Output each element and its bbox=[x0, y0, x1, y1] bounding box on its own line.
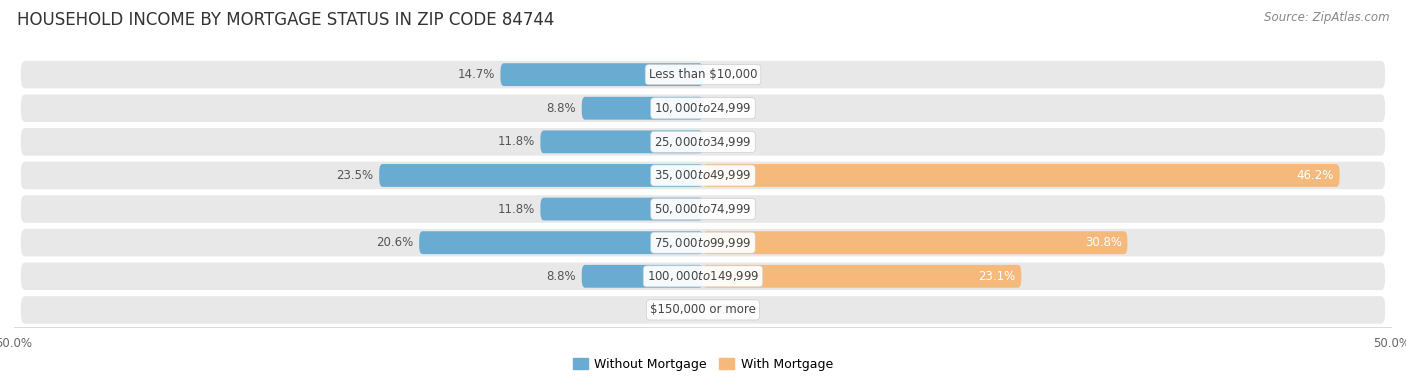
Text: Less than $10,000: Less than $10,000 bbox=[648, 68, 758, 81]
Text: 8.8%: 8.8% bbox=[547, 270, 576, 283]
Text: 23.5%: 23.5% bbox=[336, 169, 374, 182]
Text: $75,000 to $99,999: $75,000 to $99,999 bbox=[654, 236, 752, 250]
Text: $150,000 or more: $150,000 or more bbox=[650, 303, 756, 316]
FancyBboxPatch shape bbox=[21, 262, 1385, 290]
Text: 8.8%: 8.8% bbox=[547, 102, 576, 115]
FancyBboxPatch shape bbox=[540, 198, 703, 221]
Text: $35,000 to $49,999: $35,000 to $49,999 bbox=[654, 169, 752, 182]
Text: 11.8%: 11.8% bbox=[498, 202, 534, 216]
Legend: Without Mortgage, With Mortgage: Without Mortgage, With Mortgage bbox=[568, 353, 838, 376]
Text: HOUSEHOLD INCOME BY MORTGAGE STATUS IN ZIP CODE 84744: HOUSEHOLD INCOME BY MORTGAGE STATUS IN Z… bbox=[17, 11, 554, 29]
Text: 46.2%: 46.2% bbox=[1296, 169, 1334, 182]
FancyBboxPatch shape bbox=[703, 164, 1340, 187]
FancyBboxPatch shape bbox=[501, 63, 703, 86]
FancyBboxPatch shape bbox=[21, 296, 1385, 324]
FancyBboxPatch shape bbox=[21, 229, 1385, 256]
Text: 14.7%: 14.7% bbox=[457, 68, 495, 81]
FancyBboxPatch shape bbox=[582, 97, 703, 120]
Text: Source: ZipAtlas.com: Source: ZipAtlas.com bbox=[1264, 11, 1389, 24]
Text: 0.0%: 0.0% bbox=[709, 303, 738, 316]
Text: $10,000 to $24,999: $10,000 to $24,999 bbox=[654, 101, 752, 115]
FancyBboxPatch shape bbox=[21, 61, 1385, 89]
Text: $50,000 to $74,999: $50,000 to $74,999 bbox=[654, 202, 752, 216]
Text: $100,000 to $149,999: $100,000 to $149,999 bbox=[647, 269, 759, 283]
FancyBboxPatch shape bbox=[540, 130, 703, 153]
Text: 20.6%: 20.6% bbox=[377, 236, 413, 249]
FancyBboxPatch shape bbox=[21, 95, 1385, 122]
Text: 11.8%: 11.8% bbox=[498, 135, 534, 149]
FancyBboxPatch shape bbox=[703, 265, 1021, 288]
Text: 0.0%: 0.0% bbox=[709, 135, 738, 149]
Text: 0.0%: 0.0% bbox=[709, 68, 738, 81]
Text: 0.0%: 0.0% bbox=[709, 102, 738, 115]
FancyBboxPatch shape bbox=[380, 164, 703, 187]
Text: 23.1%: 23.1% bbox=[979, 270, 1015, 283]
FancyBboxPatch shape bbox=[21, 162, 1385, 189]
FancyBboxPatch shape bbox=[582, 265, 703, 288]
FancyBboxPatch shape bbox=[21, 195, 1385, 223]
Text: $25,000 to $34,999: $25,000 to $34,999 bbox=[654, 135, 752, 149]
FancyBboxPatch shape bbox=[419, 231, 703, 254]
Text: 30.8%: 30.8% bbox=[1085, 236, 1122, 249]
FancyBboxPatch shape bbox=[703, 231, 1128, 254]
Text: 0.0%: 0.0% bbox=[709, 202, 738, 216]
Text: 0.0%: 0.0% bbox=[668, 303, 697, 316]
FancyBboxPatch shape bbox=[21, 128, 1385, 156]
